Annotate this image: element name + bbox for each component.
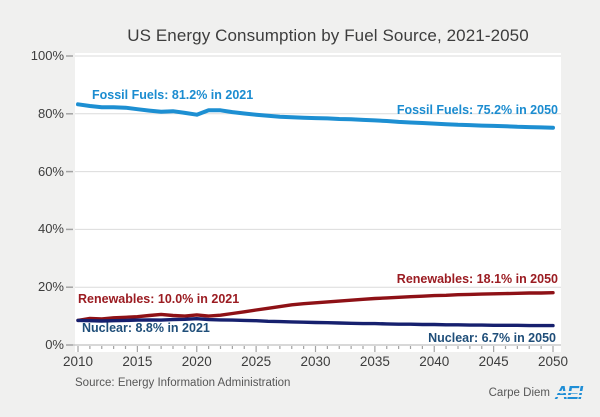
x-tick-label: 2040 bbox=[419, 354, 450, 369]
branding: Carpe Diem AEI bbox=[488, 383, 584, 403]
annotation-renewables-2050: Renewables: 18.1% in 2050 bbox=[396, 272, 558, 286]
fossil-fuels-line bbox=[76, 102, 555, 130]
aei-logo: AEI bbox=[553, 383, 584, 403]
x-tick-label: 2015 bbox=[122, 354, 153, 369]
x-tick-label: 2050 bbox=[537, 354, 569, 369]
aei-logo-text: AEI bbox=[554, 383, 583, 403]
nuclear-line bbox=[76, 317, 555, 328]
chart-title: US Energy Consumption by Fuel Source, 20… bbox=[127, 26, 529, 45]
annotation-fossil-2021: Fossil Fuels: 81.2% in 2021 bbox=[92, 88, 254, 102]
annotation-nuclear-2021: Nuclear: 8.8% in 2021 bbox=[82, 321, 210, 335]
y-tick-label: 100% bbox=[30, 48, 64, 63]
annotation-fossil-2050: Fossil Fuels: 75.2% in 2050 bbox=[396, 103, 558, 117]
y-tick-label: 60% bbox=[37, 163, 64, 179]
y-tick-label: 80% bbox=[37, 105, 64, 121]
y-tick-label: 20% bbox=[37, 279, 64, 295]
x-tick-label: 2030 bbox=[300, 354, 331, 369]
annotation-renewables-2021: Renewables: 10.0% in 2021 bbox=[78, 292, 240, 306]
source-note: Source: Energy Information Administratio… bbox=[75, 377, 291, 389]
x-tick-label: 2035 bbox=[359, 354, 390, 369]
x-tick-label: 2025 bbox=[241, 354, 272, 369]
renewables-line bbox=[76, 291, 555, 323]
annotation-nuclear-2050: Nuclear: 6.7% in 2050 bbox=[428, 331, 556, 345]
carpe-diem-text: Carpe Diem bbox=[488, 387, 550, 399]
y-tick-label: 0% bbox=[45, 337, 64, 352]
x-tick-label: 2045 bbox=[478, 354, 509, 369]
x-tick-label: 2010 bbox=[62, 354, 94, 369]
y-tick-label: 40% bbox=[37, 221, 64, 237]
x-tick-label: 2020 bbox=[181, 354, 212, 369]
